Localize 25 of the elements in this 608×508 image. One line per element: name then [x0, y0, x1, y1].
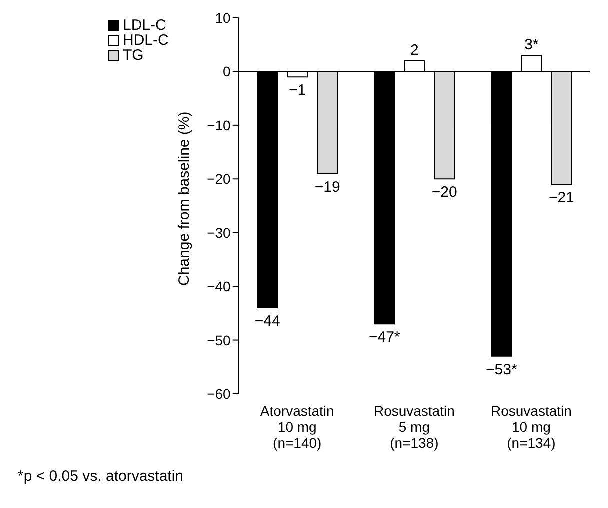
data-label: −53*: [486, 361, 518, 378]
data-label: −1: [289, 82, 306, 100]
y-tick-label: 10: [215, 10, 232, 26]
data-label: −21: [548, 190, 574, 207]
y-tick-label: −10: [207, 117, 232, 134]
data-label: −20: [432, 184, 458, 202]
y-tick-label: 0: [223, 64, 232, 80]
data-label: 2: [410, 42, 419, 59]
y-tick-label: −40: [207, 278, 232, 295]
x-tick-label: Rosuvastatin 5 mg (n=138): [374, 403, 455, 451]
x-tick-label: Atorvastatin 10 mg (n=140): [260, 403, 334, 451]
data-label: −44: [254, 313, 280, 330]
legend-label: HDL-C: [123, 32, 169, 49]
y-tick-label: −60: [207, 386, 232, 402]
text: *p < 0.05 vs. atorvastatin: [17, 468, 185, 485]
y-tick-label: −20: [207, 171, 232, 188]
y-axis-title: Change from baseline (%): [176, 112, 194, 286]
legend-label: TG: [123, 47, 144, 64]
data-label: −19: [314, 178, 340, 196]
data-label: 3*: [524, 36, 539, 54]
x-tick-label: Rosuvastatin 10 mg (n=134): [491, 403, 572, 451]
legend-label: LDL-C: [123, 17, 166, 34]
y-tick-label: −50: [207, 332, 232, 348]
y-tick-label: −30: [207, 224, 232, 241]
data-label: −47*: [368, 329, 400, 346]
